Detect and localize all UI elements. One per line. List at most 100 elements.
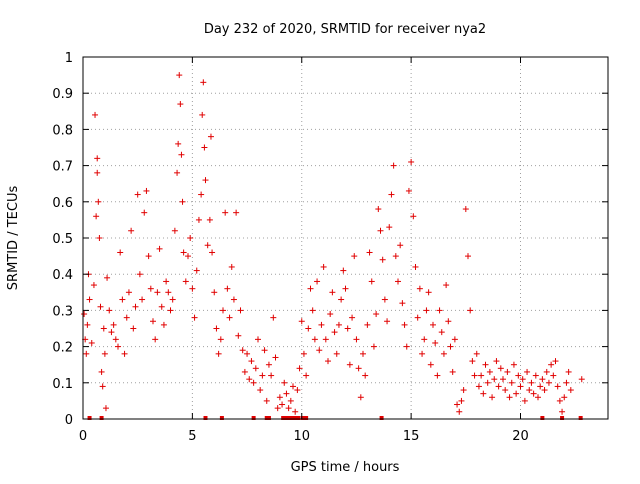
data-point (432, 339, 439, 346)
data-point (475, 383, 482, 390)
data-point (283, 390, 290, 397)
data-point (90, 282, 97, 289)
data-point (305, 325, 312, 332)
data-point (331, 329, 338, 336)
data-point (180, 249, 187, 256)
data-point (224, 285, 231, 292)
data-point (141, 209, 148, 216)
data-point (434, 372, 441, 379)
data-point (408, 158, 415, 165)
data-point (94, 169, 101, 176)
data-point (252, 365, 259, 372)
data-point (392, 253, 399, 260)
data-point (410, 213, 417, 220)
grid-layer (83, 57, 608, 419)
data-point (419, 350, 426, 357)
data-point (81, 311, 88, 318)
data-point (423, 307, 430, 314)
data-point (206, 216, 213, 223)
x-tick-label: 10 (293, 429, 310, 444)
data-point (303, 372, 310, 379)
data-point (246, 376, 253, 383)
data-point (386, 224, 393, 231)
data-point (136, 271, 143, 278)
points-layer (81, 72, 585, 420)
zero-value-marker (560, 416, 565, 420)
data-point (513, 390, 520, 397)
data-point (100, 325, 107, 332)
data-point (294, 387, 301, 394)
data-point (112, 336, 119, 343)
data-point (314, 278, 321, 285)
data-point (465, 253, 471, 260)
data-point (541, 387, 548, 394)
data-point (405, 187, 412, 194)
data-point (169, 296, 176, 303)
data-point (281, 379, 288, 386)
data-point (83, 350, 90, 357)
data-point (139, 296, 146, 303)
data-point (471, 372, 478, 379)
data-point (279, 401, 286, 408)
data-point (526, 387, 533, 394)
data-point (128, 227, 135, 234)
data-point (179, 198, 186, 205)
data-point (84, 321, 91, 328)
data-point (237, 307, 244, 314)
data-point (96, 235, 103, 241)
data-point (351, 253, 358, 260)
data-point (563, 379, 570, 386)
data-point (427, 361, 434, 368)
data-point (322, 336, 329, 343)
data-point (506, 394, 513, 401)
data-point (239, 347, 246, 354)
data-point (101, 350, 108, 357)
data-point (104, 274, 111, 281)
data-point (86, 296, 93, 303)
x-tick-label: 5 (188, 429, 196, 444)
data-point (222, 209, 229, 216)
data-point (467, 307, 474, 314)
zero-value-marker (251, 416, 256, 420)
zero-value-marker (300, 416, 305, 420)
data-point (99, 383, 106, 390)
data-point (425, 289, 432, 296)
zero-value-marker (87, 416, 92, 420)
data-point (134, 191, 141, 198)
data-point (412, 263, 419, 270)
data-point (565, 368, 572, 375)
data-point (309, 307, 316, 314)
data-point (335, 321, 342, 328)
data-point (167, 307, 174, 314)
y-tick-label: 0.4 (52, 268, 73, 283)
data-point (329, 289, 336, 296)
data-point (395, 278, 401, 285)
data-point (276, 394, 283, 401)
data-point (270, 314, 277, 321)
data-point (502, 387, 509, 394)
data-point (307, 285, 314, 292)
zero-value-marker (291, 416, 295, 420)
data-point (497, 365, 504, 372)
data-point (443, 282, 450, 289)
data-point (248, 358, 255, 365)
data-point (296, 365, 303, 372)
data-point (561, 394, 568, 401)
data-point (325, 358, 331, 365)
data-point (355, 365, 362, 372)
data-point (375, 206, 382, 213)
data-point (530, 390, 537, 397)
plot-frame (82, 56, 609, 420)
data-point (261, 347, 268, 354)
data-point (473, 350, 480, 357)
data-point (177, 101, 184, 108)
data-point (300, 350, 307, 357)
data-point (510, 361, 517, 368)
data-point (430, 321, 436, 328)
data-point (495, 383, 502, 390)
zero-value-marker (284, 416, 289, 420)
data-point (445, 318, 452, 325)
data-point (318, 321, 325, 328)
data-point (373, 311, 380, 318)
